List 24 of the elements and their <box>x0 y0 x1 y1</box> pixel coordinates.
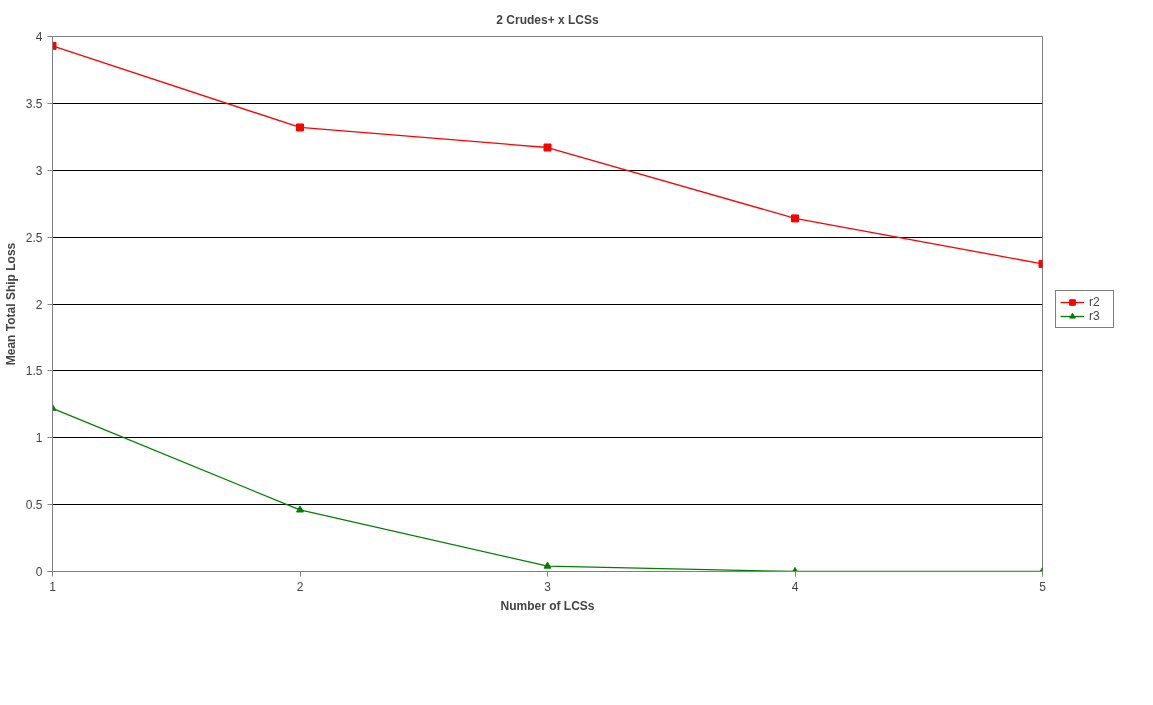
x-tick-label: 4 <box>791 579 799 594</box>
y-tick-label: 3.5 <box>25 96 43 111</box>
point <box>296 123 304 132</box>
legend-label: r3 <box>1089 308 1101 323</box>
x-tick-label: 2 <box>296 579 304 594</box>
y-tick-label: 3 <box>35 163 43 178</box>
y-tick-label: 0 <box>35 565 43 579</box>
y-tick-label: 4 <box>35 30 43 44</box>
x-axis-title: Number of LCSs <box>500 598 595 613</box>
y-axis-title: Mean Total Ship Loss <box>3 242 18 366</box>
point <box>296 505 304 513</box>
y-tick-label: 1 <box>35 431 43 446</box>
x-tick-label: 1 <box>49 579 57 594</box>
y-tick-label: 1.5 <box>25 364 43 379</box>
x-tick-label: 5 <box>1039 579 1047 594</box>
point <box>543 143 552 152</box>
x-tick-label: 3 <box>544 579 552 594</box>
chart-title: 2 Crudes+ x LCSs <box>496 12 600 27</box>
y-tick-label: 2.5 <box>25 230 43 245</box>
legend-label: r2 <box>1089 294 1101 309</box>
y-tick-label: 2 <box>35 297 43 312</box>
y-tick-label: 0.5 <box>25 498 43 513</box>
point <box>543 561 552 569</box>
point <box>791 214 799 223</box>
